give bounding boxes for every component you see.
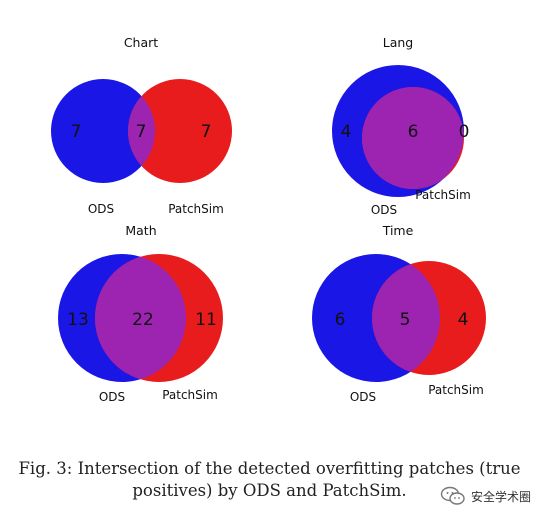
venn-lang-ods-label: ODS (371, 203, 397, 217)
venn-chart-patchsim-label: PatchSim (168, 202, 224, 216)
venn-lang-title: Lang (383, 35, 413, 50)
venn-math-patchsim-only-count: 11 (195, 310, 217, 330)
venn-math-title: Math (125, 223, 156, 238)
venn-math-intersection-count: 22 (132, 310, 154, 330)
venn-lang-intersection-count: 6 (408, 122, 419, 142)
venn-chart-ods-label: ODS (88, 202, 114, 216)
venn-math: Math 13 22 11 ODS PatchSim (58, 223, 223, 404)
wechat-icon (440, 486, 465, 505)
venn-lang-overlap (362, 87, 464, 189)
venn-time-title: Time (382, 223, 414, 238)
venn-chart-ods-only-count: 7 (71, 122, 82, 142)
venn-math-overlap (95, 254, 186, 382)
venn-lang-patchsim-only-count: 0 (459, 122, 470, 142)
venn-lang-patchsim-label: PatchSim (415, 188, 471, 202)
venn-chart-patchsim-circle (128, 79, 232, 183)
figure-caption-line-2: positives) by ODS and PatchSim. (132, 481, 407, 500)
venn-lang: Lang 4 6 0 ODS PatchSim (332, 35, 471, 217)
venn-chart-intersection-count: 7 (136, 122, 147, 142)
venn-time-intersection-count: 5 (400, 310, 411, 330)
venn-chart-title: Chart (124, 35, 158, 50)
venn-chart-ods-circle (51, 79, 155, 183)
venn-time-ods-only-count: 6 (335, 310, 346, 330)
figure-caption-line-1: Fig. 3: Intersection of the detected ove… (18, 459, 521, 478)
venn-math-ods-only-count: 13 (67, 310, 89, 330)
watermark-text: 安全学术圈 (470, 489, 531, 504)
venn-math-patchsim-label: PatchSim (162, 388, 218, 402)
venn-time: Time 6 5 4 ODS PatchSim (312, 223, 486, 404)
venn-time-overlap (372, 261, 440, 375)
venn-math-ods-label: ODS (99, 390, 125, 404)
figure-caption: Fig. 3: Intersection of the detected ove… (0, 458, 539, 502)
venn-time-ods-label: ODS (350, 390, 376, 404)
venn-chart-patchsim-only-count: 7 (201, 122, 212, 142)
venn-lang-ods-only-count: 4 (341, 122, 352, 142)
venn-chart: Chart 7 7 7 ODS PatchSim (51, 35, 232, 216)
watermark: 安全学术圈 (440, 486, 531, 506)
venn-time-patchsim-label: PatchSim (428, 383, 484, 397)
venn-time-patchsim-only-count: 4 (458, 310, 469, 330)
